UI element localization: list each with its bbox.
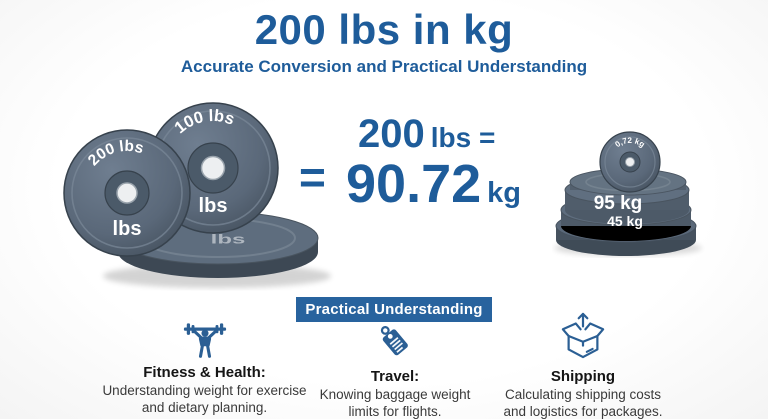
luggage-tag-icon [380,326,408,356]
weightlifter-icon [183,323,226,358]
kg-plates-illustration: 95 kg 45 kg 0,72 kg [554,131,702,256]
lhs-value: 200 [358,112,425,156]
stack-label-45kg: 45 kg [607,213,643,229]
use-case-description: Understanding weight for exercise and di… [102,383,307,416]
small-plate-072kg: 0,72 kg [599,131,661,193]
practical-understanding-banner: Practical Understanding [296,297,492,322]
lbs-plates-illustration: lbs 100 lbs lbs 200 lbs lbs [63,102,331,288]
flat-plate-label: lbs [211,232,246,247]
conversion-result: 200 lbs = 90.72 kg [346,112,521,213]
lhs-unit: lbs = [430,122,496,153]
rhs-value: 90.72 [346,154,482,214]
use-case-title: Fitness & Health: [143,364,266,381]
use-case-travel: Travel: Knowing baggage weight limits fo… [315,320,475,419]
page-title: 200 lbs in kg [254,6,514,53]
shipping-box-icon [561,312,605,359]
use-case-title: Travel: [370,368,420,385]
use-case-description: Knowing baggage weight limits for flight… [319,387,471,419]
equals-sign: = [299,151,326,203]
use-case-title: Shipping [550,368,616,385]
front-plate-center-label: lbs [113,218,142,240]
use-case-fitness: Fitness & Health: Understanding weight f… [97,318,312,417]
page-subtitle: Accurate Conversion and Practical Unders… [180,57,588,76]
use-case-description: Calculating shipping costs and logistics… [503,387,663,419]
use-case-shipping: Shipping Calculating shipping costs and … [493,306,673,419]
back-plate-center-label: lbs [199,195,228,217]
front-plate-200lbs: 200 lbs lbs [63,129,191,257]
stack-label-95kg: 95 kg [594,193,643,214]
rhs-unit: kg [487,177,521,209]
